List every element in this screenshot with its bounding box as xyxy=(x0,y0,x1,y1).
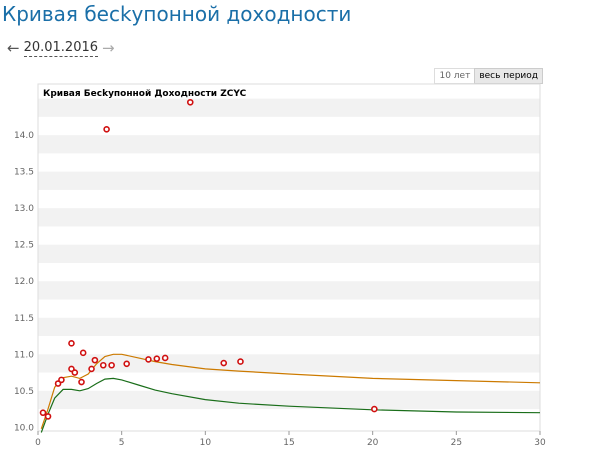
grid-band xyxy=(38,98,540,117)
y-tick-label: 13.5 xyxy=(14,168,34,178)
x-tick-label: 20 xyxy=(367,438,379,448)
x-tick-label: 15 xyxy=(283,438,294,448)
data-point xyxy=(153,355,161,362)
data-point xyxy=(220,359,228,367)
data-point xyxy=(39,409,47,417)
grid-band xyxy=(38,390,540,410)
page-title: Кривая бесkупонной доходности xyxy=(2,2,352,26)
curve-lines xyxy=(40,353,541,433)
data-point xyxy=(371,405,378,413)
grid-band xyxy=(38,135,540,154)
y-tick-label: 14.0 xyxy=(14,131,34,141)
data-point xyxy=(71,369,79,376)
x-tick-label: 0 xyxy=(35,438,41,448)
prev-date-arrow-icon[interactable]: ← xyxy=(7,39,20,57)
grid-band xyxy=(38,281,540,300)
data-point xyxy=(78,378,85,386)
data-point xyxy=(99,361,107,369)
date-selector[interactable]: 20.01.2016 xyxy=(23,39,99,57)
next-date-arrow-icon[interactable]: → xyxy=(102,39,115,57)
green-curve-line xyxy=(40,377,541,433)
data-point xyxy=(145,356,152,363)
data-point xyxy=(103,125,110,133)
grid-band xyxy=(38,244,540,263)
grid-bands xyxy=(38,98,540,410)
x-tick-label: 25 xyxy=(451,438,462,448)
x-tick-label: 5 xyxy=(119,438,125,448)
data-point xyxy=(58,376,65,384)
y-tick-label: 11.5 xyxy=(14,314,34,324)
orange-curve-line xyxy=(40,353,541,429)
data-point xyxy=(44,413,52,420)
data-point xyxy=(68,340,75,347)
data-point xyxy=(123,360,130,368)
x-tick-label: 10 xyxy=(200,438,212,448)
data-point xyxy=(161,354,169,362)
data-point xyxy=(108,361,115,369)
date-navigation: ← 20.01.2016 → xyxy=(7,39,115,57)
data-point xyxy=(79,349,87,357)
chart-title: Кривая Бесkупонной Доходности ZCYC xyxy=(43,89,247,99)
y-tick-label: 12.0 xyxy=(14,277,34,287)
data-point xyxy=(88,365,95,373)
x-axis-ticks: 0 5 10 15 20 25 30 xyxy=(35,431,546,448)
data-point xyxy=(91,356,99,364)
data-points xyxy=(39,98,378,420)
grid-band xyxy=(38,208,540,227)
y-tick-label: 11.0 xyxy=(14,350,34,360)
y-tick-label: 12.5 xyxy=(14,241,34,251)
data-point xyxy=(237,358,244,365)
y-tick-label: 10.0 xyxy=(14,423,34,433)
y-tick-label: 13.0 xyxy=(14,204,34,214)
y-tick-label: 10.5 xyxy=(14,387,34,397)
y-axis-ticks: 10.0 10.5 11.0 11.5 12.0 12.5 13.0 13.5 14.0 xyxy=(14,131,34,433)
grid-band xyxy=(38,317,540,337)
data-point xyxy=(186,98,194,106)
grid-band xyxy=(38,171,540,190)
x-tick-label: 30 xyxy=(534,438,546,448)
